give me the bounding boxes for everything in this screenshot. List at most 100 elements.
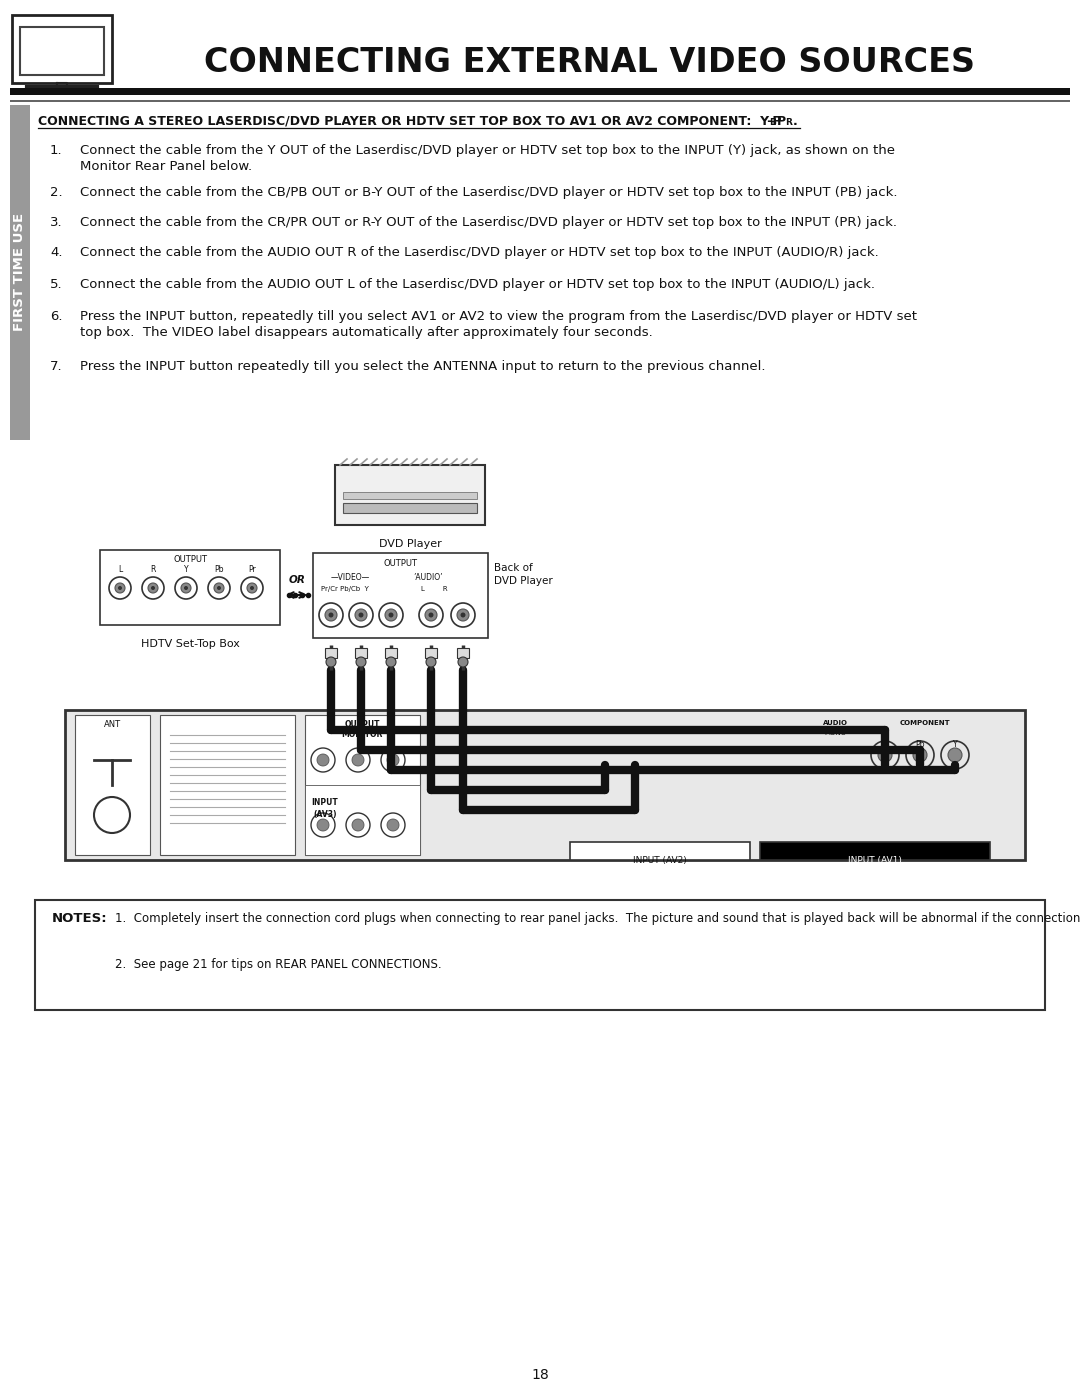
Bar [335,465,485,525]
Text: 5.: 5. [50,278,63,291]
Text: MONO: MONO [824,731,846,736]
Text: ANT: ANT [104,719,121,729]
Bar [10,88,1070,95]
Bar [75,715,150,855]
Bar [325,648,337,658]
Circle shape [151,585,156,590]
Circle shape [326,657,336,666]
Text: Connect the cable from the CR/PR OUT or R-Y OUT of the Laserdisc/DVD player or H: Connect the cable from the CR/PR OUT or … [80,217,897,229]
Bar [65,710,1025,861]
Text: R: R [785,117,792,127]
Text: OR: OR [288,576,306,585]
Text: ’AUDIO’: ’AUDIO’ [413,573,443,583]
Bar [305,715,420,855]
Text: OUTPUT: OUTPUT [345,719,380,729]
Circle shape [148,583,158,592]
Text: Monitor Rear Panel below.: Monitor Rear Panel below. [80,161,252,173]
Circle shape [384,609,397,622]
Bar [457,648,469,658]
Circle shape [429,612,433,617]
Text: CONNECTING A STEREO LASERDISC/DVD PLAYER OR HDTV SET TOP BOX TO AV1 OR AV2 COMPO: CONNECTING A STEREO LASERDISC/DVD PLAYER… [38,115,782,129]
Text: top box.  The VIDEO label disappears automatically after approximately four seco: top box. The VIDEO label disappears auto… [80,326,652,339]
Circle shape [352,754,364,766]
Text: FIRST TIME USE: FIRST TIME USE [13,212,27,331]
Text: Y: Y [953,740,957,749]
Text: OUTPUT: OUTPUT [173,555,207,564]
Text: R: R [150,566,156,574]
Circle shape [118,585,122,590]
Text: COMPONENT: COMPONENT [900,719,950,726]
Text: Pr: Pr [881,740,889,749]
Text: INPUT (AV1): INPUT (AV1) [848,856,902,865]
Circle shape [325,609,337,622]
Text: Press the INPUT button, repeatedly till you select AV1 or AV2 to view the progra: Press the INPUT button, repeatedly till … [80,310,917,323]
Circle shape [181,583,191,592]
Circle shape [214,583,224,592]
Circle shape [328,612,334,617]
Bar [21,27,104,75]
Text: L        R: L R [421,585,447,592]
Text: DVD Player: DVD Player [494,576,553,585]
Circle shape [426,657,436,666]
Text: 1.  Completely insert the connection cord plugs when connecting to rear panel ja: 1. Completely insert the connection cord… [114,912,1080,925]
Circle shape [387,754,399,766]
Text: MONITOR: MONITOR [341,731,382,739]
Circle shape [318,819,329,831]
Text: 4.: 4. [50,246,63,258]
Text: Connect the cable from the AUDIO OUT R of the Laserdisc/DVD player or HDTV set t: Connect the cable from the AUDIO OUT R o… [80,246,879,258]
Text: Pb: Pb [915,740,924,749]
Bar [570,842,750,861]
Text: B: B [769,117,775,127]
Text: 3.: 3. [50,217,63,229]
Circle shape [184,585,188,590]
Text: OUTPUT: OUTPUT [383,559,417,569]
Circle shape [318,754,329,766]
Bar [355,648,367,658]
Circle shape [426,609,437,622]
Bar [35,900,1045,1010]
Bar [160,715,295,855]
Circle shape [352,819,364,831]
Text: Pr/Cr Pb/Cb  Y: Pr/Cr Pb/Cb Y [321,585,369,592]
Bar [384,648,397,658]
Bar [12,15,112,82]
Circle shape [913,747,927,761]
Bar [305,785,420,855]
Text: 18: 18 [531,1368,549,1382]
Text: L: L [118,566,122,574]
Circle shape [247,583,257,592]
Circle shape [355,609,367,622]
Circle shape [386,657,396,666]
Bar [100,550,280,624]
Circle shape [460,612,465,617]
Circle shape [217,585,221,590]
Text: Pr: Pr [248,566,256,574]
Bar [10,105,30,440]
Text: (AV3): (AV3) [313,810,337,819]
Bar [343,503,477,513]
Text: Y: Y [184,566,188,574]
Text: AUDIO: AUDIO [823,719,848,726]
Text: Back of: Back of [494,563,532,573]
Text: 1.: 1. [50,144,63,156]
Text: 6.: 6. [50,310,63,323]
Circle shape [114,583,125,592]
Bar [10,101,1070,102]
Text: CONNECTING EXTERNAL VIDEO SOURCES: CONNECTING EXTERNAL VIDEO SOURCES [204,46,975,78]
Circle shape [359,612,364,617]
Bar [313,553,488,638]
Text: 7.: 7. [50,360,63,373]
Bar [760,842,990,861]
Text: INPUT (AV2): INPUT (AV2) [633,856,687,865]
Circle shape [878,747,892,761]
Text: Connect the cable from the AUDIO OUT L of the Laserdisc/DVD player or HDTV set t: Connect the cable from the AUDIO OUT L o… [80,278,875,291]
Bar [343,492,477,499]
Text: P: P [777,115,786,129]
Circle shape [389,612,393,617]
Text: 2.: 2. [50,186,63,198]
Circle shape [948,747,962,761]
Text: Connect the cable from the CB/PB OUT or B-Y OUT of the Laserdisc/DVD player or H: Connect the cable from the CB/PB OUT or … [80,186,897,198]
Text: 2.  See page 21 for tips on REAR PANEL CONNECTIONS.: 2. See page 21 for tips on REAR PANEL CO… [114,958,442,971]
Text: NOTES:: NOTES: [52,912,108,925]
Text: INPUT: INPUT [312,798,338,807]
